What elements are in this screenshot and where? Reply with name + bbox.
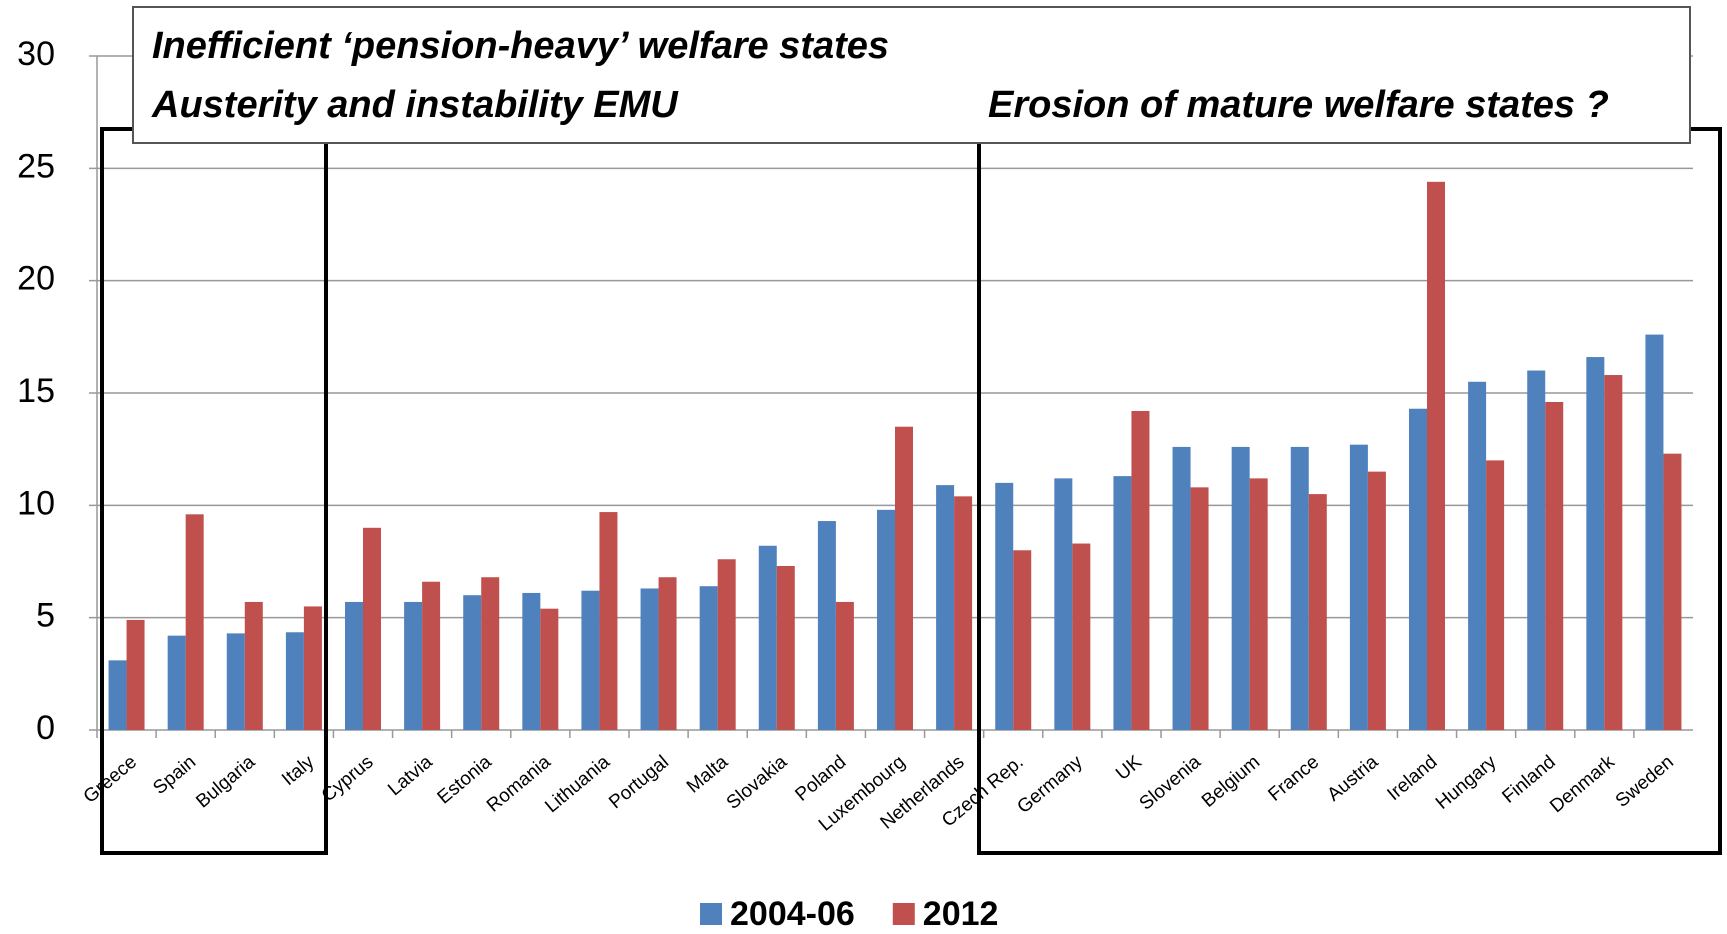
legend-label: 2004-06 <box>730 895 855 933</box>
bars <box>108 181 1682 730</box>
bar <box>1308 494 1327 730</box>
bar <box>954 496 973 730</box>
x-tick-label: Sweden <box>1612 752 1678 812</box>
bar <box>1349 444 1368 730</box>
annotation: Erosion of mature welfare states ? <box>988 84 1609 126</box>
legend-label: 2012 <box>923 895 999 933</box>
x-tick-label: Belgium <box>1198 752 1264 812</box>
x-tick-label: Bulgaria <box>192 751 259 812</box>
bar <box>640 588 659 730</box>
bar <box>717 559 736 730</box>
bar <box>244 601 263 730</box>
bar <box>581 590 600 730</box>
bar <box>599 512 618 730</box>
bar <box>895 426 913 730</box>
x-tick-label: Greece <box>80 752 141 808</box>
x-tick-label: Denmark <box>1546 751 1619 817</box>
bar <box>1604 375 1623 730</box>
bar <box>936 485 955 730</box>
bar <box>758 545 777 730</box>
bar <box>522 592 541 730</box>
legend-swatch <box>700 903 722 925</box>
y-tick-label: 20 <box>17 260 55 298</box>
x-tick-label: France <box>1264 752 1323 806</box>
bar <box>1072 543 1091 730</box>
x-tick-label: Spain <box>149 752 200 799</box>
bar <box>404 601 423 730</box>
bar <box>363 527 381 730</box>
bar <box>1172 446 1191 730</box>
bar <box>108 660 127 730</box>
bar <box>1113 476 1132 730</box>
bar <box>285 632 304 730</box>
x-tick-label: Slovakia <box>723 751 792 814</box>
x-tick-label: Romania <box>483 751 555 816</box>
x-tick-label: Germany <box>1013 751 1087 818</box>
x-tick-label: Austria <box>1324 751 1383 805</box>
bar <box>481 577 500 730</box>
bar <box>1013 550 1032 730</box>
annotation: Austerity and instability EMU <box>151 84 679 126</box>
bar <box>1486 460 1505 730</box>
y-tick-label: 30 <box>17 35 55 73</box>
x-tick-label: Italy <box>278 751 319 790</box>
bar <box>877 509 895 730</box>
bar <box>1545 401 1564 730</box>
bar <box>776 565 795 730</box>
bar <box>1054 478 1073 730</box>
bar <box>1409 408 1427 730</box>
bar <box>658 577 677 730</box>
bar <box>1249 478 1268 730</box>
bar <box>1367 471 1386 730</box>
y-tick-label: 0 <box>36 709 55 747</box>
bar <box>835 601 854 730</box>
bar <box>1427 181 1445 730</box>
bar <box>817 521 836 730</box>
bar <box>1290 446 1309 730</box>
bar <box>1231 446 1250 730</box>
bar <box>303 606 322 730</box>
group-box <box>100 127 328 855</box>
y-tick-label: 15 <box>17 372 55 410</box>
bar <box>1586 357 1605 730</box>
x-tick-label: Latvia <box>384 751 437 800</box>
annotation-box <box>132 6 1691 144</box>
bar <box>699 586 718 730</box>
bar <box>995 482 1014 730</box>
bar <box>226 633 245 730</box>
bar <box>1131 410 1150 730</box>
bar <box>1190 487 1209 730</box>
y-tick-label: 5 <box>36 597 55 635</box>
y-tick-label: 25 <box>17 147 55 185</box>
bar <box>126 619 145 730</box>
x-tick-label: Slovenia <box>1136 751 1206 814</box>
bar <box>1663 453 1682 730</box>
legend: 2004-06 2012 <box>700 895 998 933</box>
bar <box>422 581 441 730</box>
x-tick-label: Malta <box>683 751 732 797</box>
x-tick-label: UK <box>1112 751 1146 784</box>
x-tick-label: Hungary <box>1432 751 1501 814</box>
bar <box>185 514 204 730</box>
bar <box>540 608 559 730</box>
bar <box>167 635 186 730</box>
bar <box>1645 334 1664 730</box>
bar <box>463 595 482 730</box>
x-tick-label: Portugal <box>605 752 673 814</box>
x-tick-label: Lithuania <box>541 751 614 817</box>
bar <box>1468 381 1487 730</box>
legend-swatch <box>892 903 915 925</box>
bar <box>1527 370 1546 730</box>
annotation: Inefficient ‘pension-heavy’ welfare stat… <box>152 25 889 67</box>
bar <box>345 601 363 730</box>
y-tick-label: 10 <box>17 484 55 522</box>
